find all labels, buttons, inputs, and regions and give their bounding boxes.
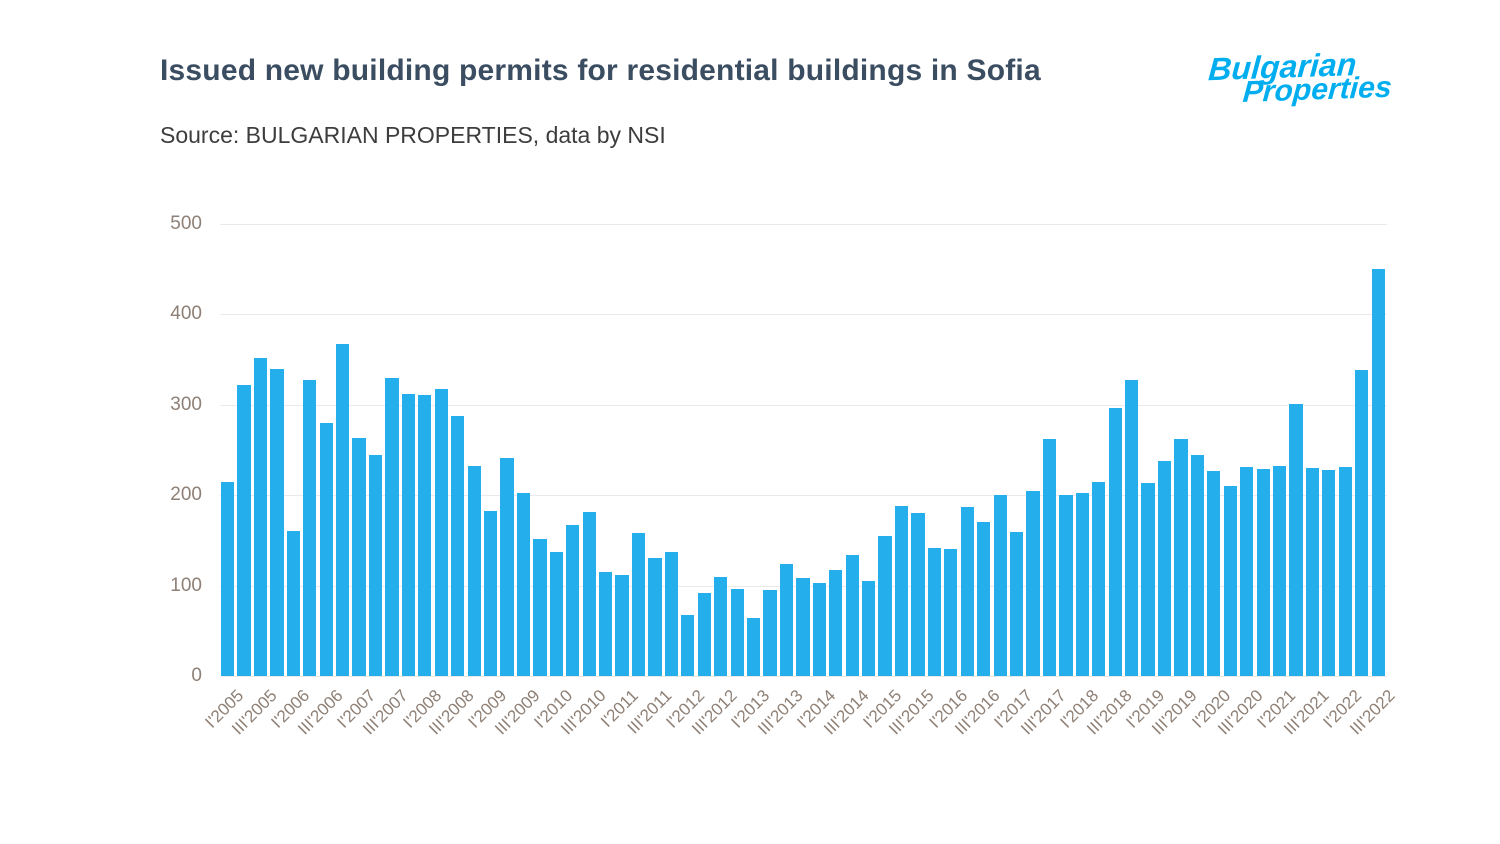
bar: [1322, 469, 1336, 676]
bar: [763, 590, 777, 676]
y-axis-tick-label: 200: [170, 484, 202, 506]
bar: [1059, 495, 1073, 676]
bar: [368, 455, 383, 676]
bar: [1272, 466, 1287, 676]
bar: [1092, 481, 1106, 676]
bar: [960, 506, 974, 676]
bar: [467, 466, 481, 676]
bar: [319, 422, 333, 676]
bar: [845, 554, 859, 676]
gridline: [220, 676, 1387, 677]
bar: [1141, 483, 1155, 676]
bar: [730, 589, 744, 676]
bar: [1125, 379, 1139, 676]
bar: [1256, 468, 1270, 676]
bar: [401, 393, 416, 676]
bar: [516, 493, 531, 676]
logo-line-2: Properties: [1241, 71, 1393, 110]
bar: [1026, 490, 1040, 676]
bar: [1223, 486, 1237, 676]
bar: [1207, 470, 1221, 676]
bar: [286, 531, 300, 676]
bar: [533, 538, 547, 676]
bar: [681, 614, 695, 676]
bar: [894, 506, 909, 676]
bar: [648, 558, 662, 676]
bar: [566, 525, 580, 676]
gridline: [220, 404, 1387, 406]
bar: [1355, 370, 1369, 676]
bar: [237, 384, 251, 676]
bar-chart: 0 100 200 300 400 500 I'2005 III'2005 I'2006 III'…: [170, 213, 1398, 738]
bar: [1009, 532, 1024, 676]
bar: [714, 576, 728, 676]
bar: [746, 618, 761, 676]
bar: [911, 513, 925, 676]
bar: [1157, 460, 1172, 676]
bar: [1042, 439, 1057, 676]
bar: [418, 394, 432, 676]
bar: [878, 535, 892, 676]
bar: [615, 574, 629, 676]
bar: [631, 533, 646, 676]
y-axis-tick-label: 0: [191, 665, 202, 686]
bar: [812, 582, 826, 676]
bar: [1190, 455, 1204, 676]
bar: [385, 377, 399, 676]
bar: [270, 368, 284, 676]
bar: [1174, 439, 1188, 676]
bar: [500, 458, 514, 676]
bar: [599, 572, 613, 676]
bar: [1108, 408, 1122, 676]
bar: [779, 563, 794, 676]
bar: [451, 415, 465, 676]
source-text: Source: BULGARIAN PROPERTIES, data by NS…: [160, 122, 666, 148]
bar: [697, 592, 711, 676]
bar: [1240, 467, 1254, 676]
gridline: [220, 495, 1387, 497]
bar: [221, 481, 235, 676]
bar: [664, 552, 679, 676]
bar: [303, 380, 317, 676]
page-title: Issued new building permits for resident…: [160, 54, 1041, 87]
bar: [927, 547, 941, 676]
bar: [352, 438, 366, 676]
bar: [1338, 467, 1352, 676]
bar: [1075, 493, 1089, 676]
bar: [1289, 403, 1303, 676]
bar: [434, 388, 448, 676]
bar: [253, 357, 268, 676]
bar: [829, 570, 843, 676]
plot-area: 0 100 200 300 400 500 I'2005 III'2005 I'2006 III'…: [170, 213, 1398, 738]
bar: [1371, 269, 1385, 676]
bar: [549, 552, 563, 676]
y-axis-tick-label: 100: [170, 574, 202, 596]
gridline: [220, 314, 1387, 316]
y-axis-tick-label: 400: [170, 303, 202, 325]
bar: [483, 510, 498, 676]
y-axis-tick-label: 500: [170, 213, 202, 234]
brand-logo: Bulgarian Properties: [1206, 46, 1451, 109]
gridline: [220, 224, 1387, 225]
bar: [944, 549, 958, 676]
bar: [1305, 468, 1320, 676]
bar: [582, 512, 596, 676]
bar: [336, 344, 350, 676]
bar: [977, 522, 991, 676]
y-axis-tick-label: 300: [170, 393, 202, 415]
bar: [862, 581, 876, 676]
bar: [796, 578, 810, 676]
bar: [993, 495, 1007, 676]
